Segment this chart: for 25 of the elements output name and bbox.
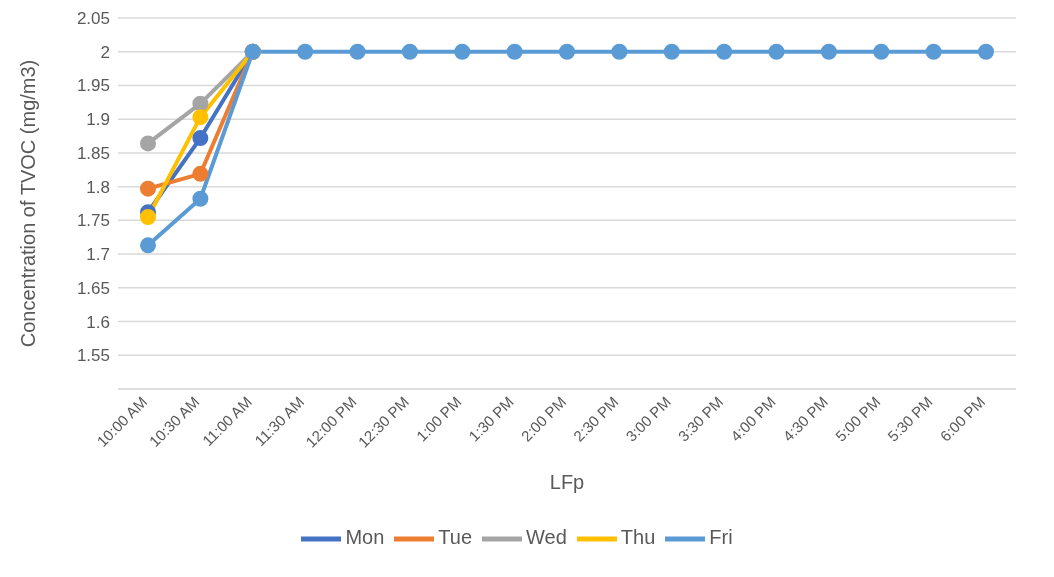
x-tick-label: 3:00 PM (622, 393, 674, 445)
x-tick-label: 4:00 PM (727, 393, 779, 445)
y-tick-label: 1.75 (76, 211, 110, 231)
y-tick-label: 1.55 (76, 346, 110, 366)
legend-label: Fri (709, 526, 733, 549)
x-tick-label: 6:00 PM (936, 393, 989, 445)
y-tick-label: 2 (100, 42, 110, 62)
legend-label: Wed (526, 526, 567, 549)
y-tick-label: 1.95 (76, 76, 110, 96)
y-tick-label: 1.65 (76, 278, 110, 298)
legend-label: Thu (620, 526, 656, 549)
x-tick-label: 4:30 PM (779, 393, 831, 445)
y-tick-label: 1.7 (86, 245, 110, 265)
y-tick-label: 2.05 (76, 9, 110, 29)
legend-label: Mon (345, 526, 385, 549)
y-tick-label: 1.85 (76, 143, 110, 163)
y-axis-title: Concentration of TVOC (mg/m3) (17, 59, 40, 348)
x-tick-label: 5:30 PM (884, 393, 936, 445)
x-tick-label: 3:30 PM (674, 393, 727, 445)
y-tick-label: 1.9 (86, 110, 110, 130)
legend-label: Tue (438, 526, 473, 549)
x-tick-label: 5:00 PM (831, 393, 884, 445)
y-tick-label: 1.6 (86, 312, 110, 332)
y-tick-label: 1.8 (86, 177, 110, 197)
x-axis-title: LFp (549, 471, 585, 493)
